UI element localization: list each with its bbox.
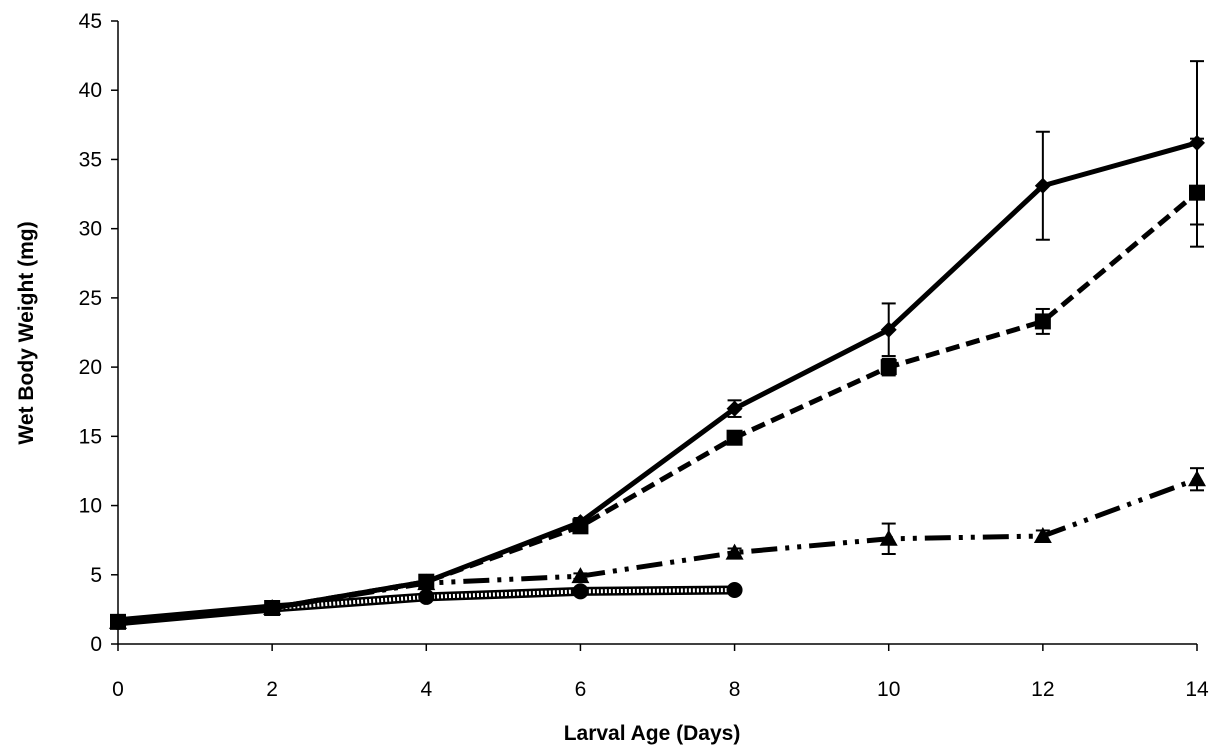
x-tick-label: 10 (877, 678, 900, 701)
data-point-diamond (418, 573, 435, 590)
data-point-triangle (879, 529, 898, 546)
data-point-circle (418, 588, 435, 605)
axes (117, 21, 1197, 645)
y-tick-label: 20 (79, 356, 102, 379)
data-point-diamond (110, 613, 126, 630)
data-point-triangle (1033, 527, 1052, 544)
data-point-circle (726, 582, 743, 599)
x-ticks: 0 2 4 6 8 10 12 14 (112, 644, 1209, 701)
series-2-square (110, 137, 1205, 630)
y-tick-label: 45 (79, 10, 102, 33)
series-1-diamond (110, 60, 1205, 630)
data-point-diamond (880, 321, 897, 338)
series-line (117, 190, 1199, 625)
data-point-triangle (1188, 470, 1206, 487)
x-tick-label: 14 (1185, 678, 1209, 701)
y-tick-label: 40 (79, 79, 102, 102)
y-tick-label: 35 (79, 148, 102, 171)
y-tick-label: 15 (79, 425, 102, 448)
y-tick-label: 0 (90, 633, 102, 656)
y-axis-title: Wet Body Weight (mg) (15, 221, 38, 444)
x-tick-label: 2 (266, 678, 278, 701)
data-point-square (726, 429, 743, 446)
series-layer (109, 60, 1206, 630)
x-tick-label: 0 (112, 678, 124, 701)
y-tick-label: 30 (79, 218, 102, 241)
data-point-diamond (572, 514, 589, 531)
data-point-diamond (264, 600, 281, 617)
series-line (117, 140, 1198, 625)
data-point-diamond (726, 400, 743, 417)
data-point-diamond (1189, 134, 1205, 151)
data-point-triangle (571, 567, 590, 584)
y-tick-label: 25 (79, 287, 102, 310)
x-tick-label: 4 (420, 678, 432, 701)
data-point-square (1034, 313, 1051, 330)
data-point-square (880, 359, 897, 376)
y-tick-label: 10 (79, 495, 102, 518)
y-ticks: 0 5 10 15 20 25 30 35 40 45 (79, 10, 118, 656)
x-tick-label: 12 (1031, 678, 1054, 701)
x-tick-label: 6 (575, 678, 587, 701)
data-point-circle (572, 583, 589, 600)
x-axis-title: Larval Age (Days) (564, 722, 741, 745)
data-point-diamond (1034, 177, 1051, 194)
y-tick-label: 5 (90, 564, 102, 587)
x-tick-label: 8 (729, 678, 741, 701)
data-point-triangle (725, 543, 744, 560)
